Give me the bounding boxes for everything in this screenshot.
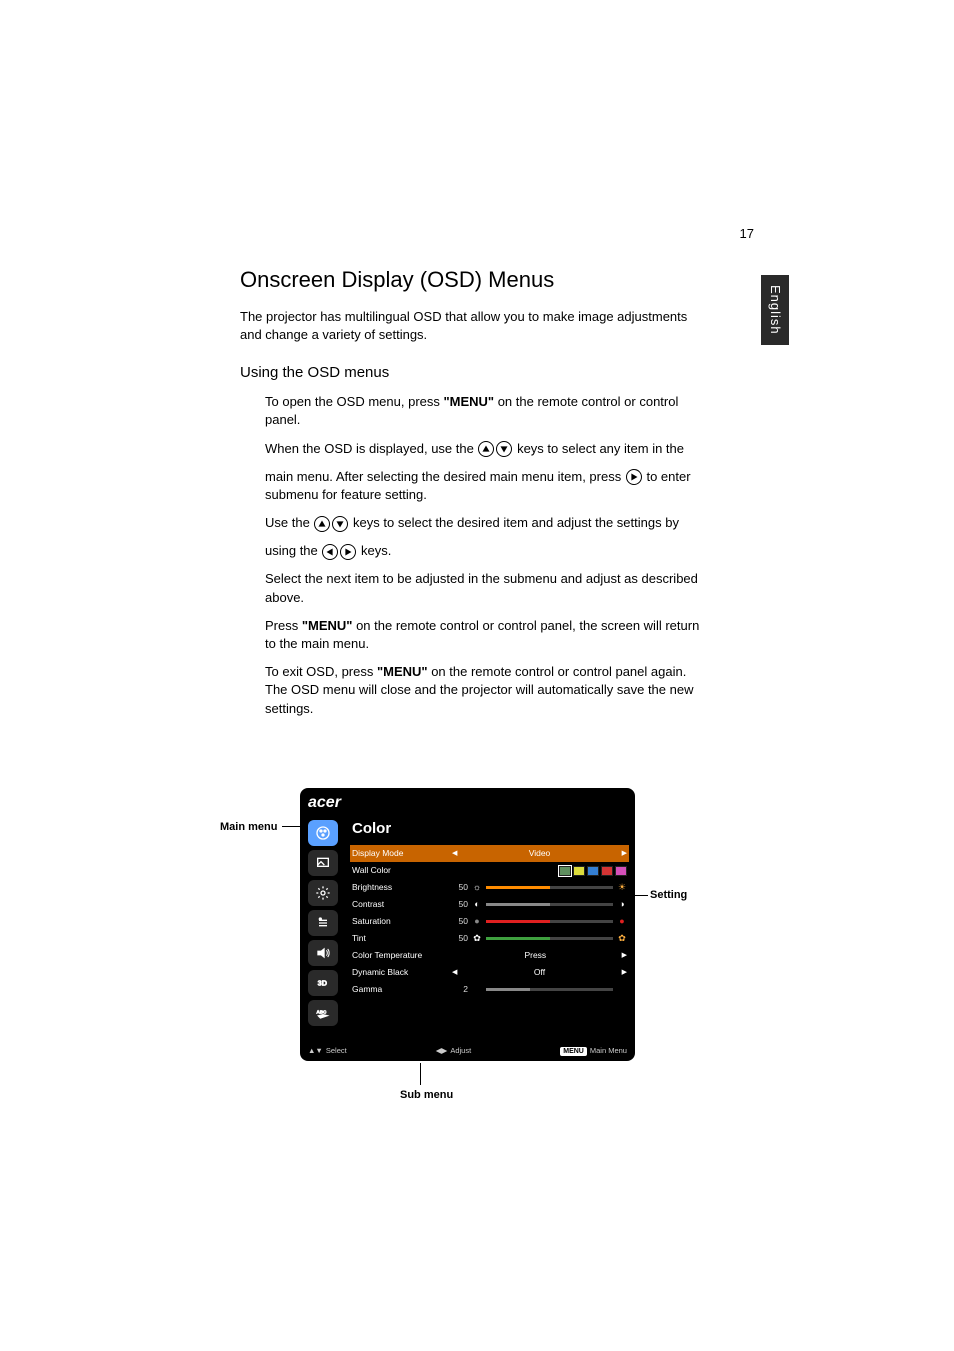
callout-line xyxy=(420,1063,421,1085)
right-arrow-icon[interactable]: ▶ xyxy=(622,951,627,961)
row-contrast[interactable]: Contrast 50 ◐ ◑ xyxy=(350,896,629,913)
slider[interactable] xyxy=(486,920,613,923)
row-label: Brightness xyxy=(352,882,448,894)
language-tab: English xyxy=(761,275,789,345)
left-arrow-icon[interactable]: ◀ xyxy=(452,968,457,978)
left-right-icon: ◀▶ xyxy=(436,1046,448,1057)
left-arrow-icon[interactable]: ◀ xyxy=(452,849,457,859)
row-dynamic-black[interactable]: Dynamic Black ◀ Off ▶ xyxy=(350,964,629,981)
right-key-icon xyxy=(626,469,642,485)
row-label: Saturation xyxy=(352,916,448,928)
paragraph-open-menu: To open the OSD menu, press "MENU" on th… xyxy=(265,393,700,429)
page-number: 17 xyxy=(740,225,754,243)
osd-screenshot-wrap: Main menu Setting Sub menu acer 3D ABC xyxy=(300,788,750,1061)
row-label: Tint xyxy=(352,933,448,945)
up-down-icon: ▲▼ xyxy=(308,1046,323,1057)
row-label: Color Temperature xyxy=(352,950,448,962)
sat-low-icon: ● xyxy=(472,917,482,927)
sun-bright-icon: ☀ xyxy=(617,883,627,893)
right-key-icon xyxy=(340,544,356,560)
sat-high-icon: ● xyxy=(617,917,627,927)
down-key-icon xyxy=(496,441,512,457)
paragraph-next-item: Select the next item to be adjusted in t… xyxy=(265,570,700,606)
contrast-high-icon: ◑ xyxy=(617,900,627,910)
row-value: Video xyxy=(460,848,618,860)
brand-logo: acer xyxy=(308,792,341,814)
slider[interactable] xyxy=(486,886,613,889)
up-key-icon xyxy=(478,441,494,457)
nav-language-icon[interactable]: ABC xyxy=(308,1000,338,1026)
paragraph-adjust-keys: using the keys. xyxy=(265,542,700,560)
right-arrow-icon[interactable]: ▶ xyxy=(622,968,627,978)
left-key-icon xyxy=(322,544,338,560)
row-number: 50 xyxy=(452,933,468,945)
page-title: Onscreen Display (OSD) Menus xyxy=(240,265,774,296)
nav-audio-icon[interactable] xyxy=(308,940,338,966)
row-label: Gamma xyxy=(352,984,448,996)
row-number: 50 xyxy=(452,916,468,928)
down-key-icon xyxy=(332,516,348,532)
slider[interactable] xyxy=(486,937,613,940)
osd-main: Color Display Mode ◀ Video ▶ Wall Color xyxy=(346,816,635,1042)
row-label: Wall Color xyxy=(352,865,448,877)
footer-select: ▲▼ Select xyxy=(308,1046,347,1057)
svg-text:3D: 3D xyxy=(318,979,327,988)
osd-sidebar: 3D ABC xyxy=(300,816,346,1042)
row-gamma[interactable]: Gamma 2 xyxy=(350,981,629,998)
row-brightness[interactable]: Brightness 50 ☼ ☀ xyxy=(350,879,629,896)
osd-brand-row: acer xyxy=(300,788,635,816)
section-heading: Using the OSD menus xyxy=(240,362,774,383)
row-value: Off xyxy=(460,967,618,979)
nav-management-icon[interactable] xyxy=(308,910,338,936)
nav-settings-icon[interactable] xyxy=(308,880,338,906)
sun-dim-icon: ☼ xyxy=(472,883,482,893)
nav-3d-icon[interactable]: 3D xyxy=(308,970,338,996)
footer-menu: MENU Main Menu xyxy=(560,1046,627,1057)
right-arrow-icon[interactable]: ▶ xyxy=(622,849,627,859)
row-label: Contrast xyxy=(352,899,448,911)
menu-key-icon: MENU xyxy=(560,1047,587,1057)
row-display-mode[interactable]: Display Mode ◀ Video ▶ xyxy=(350,845,629,862)
row-number: 2 xyxy=(452,984,468,996)
callout-main-menu: Main menu xyxy=(220,820,277,835)
paragraph-enter-submenu: main menu. After selecting the desired m… xyxy=(265,468,700,504)
tint-high-icon: ✿ xyxy=(617,934,627,944)
row-wall-color[interactable]: Wall Color xyxy=(350,862,629,879)
row-color-temp[interactable]: Color Temperature Press ▶ xyxy=(350,947,629,964)
nav-image-icon[interactable] xyxy=(308,850,338,876)
paragraph-select-item: When the OSD is displayed, use the keys … xyxy=(265,440,700,458)
row-tint[interactable]: Tint 50 ✿ ✿ xyxy=(350,930,629,947)
paragraph-return-main: Press "MENU" on the remote control or co… xyxy=(265,617,700,653)
paragraph-exit-osd: To exit OSD, press "MENU" on the remote … xyxy=(265,663,700,718)
spacer-icon xyxy=(617,985,627,995)
footer-adjust: ◀▶ Adjust xyxy=(436,1046,471,1057)
osd-section-title: Color xyxy=(350,816,629,845)
row-saturation[interactable]: Saturation 50 ● ● xyxy=(350,913,629,930)
row-number: 50 xyxy=(452,899,468,911)
paragraph-select-desired: Use the keys to select the desired item … xyxy=(265,514,700,532)
svg-text:ABC: ABC xyxy=(316,1010,327,1015)
up-key-icon xyxy=(314,516,330,532)
callout-sub-menu: Sub menu xyxy=(400,1088,453,1103)
spacer-icon xyxy=(472,985,482,995)
row-value: Press xyxy=(452,950,619,962)
callout-setting: Setting xyxy=(650,888,687,903)
row-label: Dynamic Black xyxy=(352,967,448,979)
row-number: 50 xyxy=(452,882,468,894)
nav-color-icon[interactable] xyxy=(308,820,338,846)
slider[interactable] xyxy=(486,903,613,906)
contrast-low-icon: ◐ xyxy=(472,900,482,910)
osd-panel: acer 3D ABC Color Display Mode xyxy=(300,788,635,1061)
intro-text: The projector has multilingual OSD that … xyxy=(240,308,700,344)
wall-color-swatches xyxy=(559,866,627,876)
slider[interactable] xyxy=(486,988,613,991)
osd-footer: ▲▼ Select ◀▶ Adjust MENU Main Menu xyxy=(300,1042,635,1061)
row-label: Display Mode xyxy=(352,848,448,860)
tint-low-icon: ✿ xyxy=(472,934,482,944)
